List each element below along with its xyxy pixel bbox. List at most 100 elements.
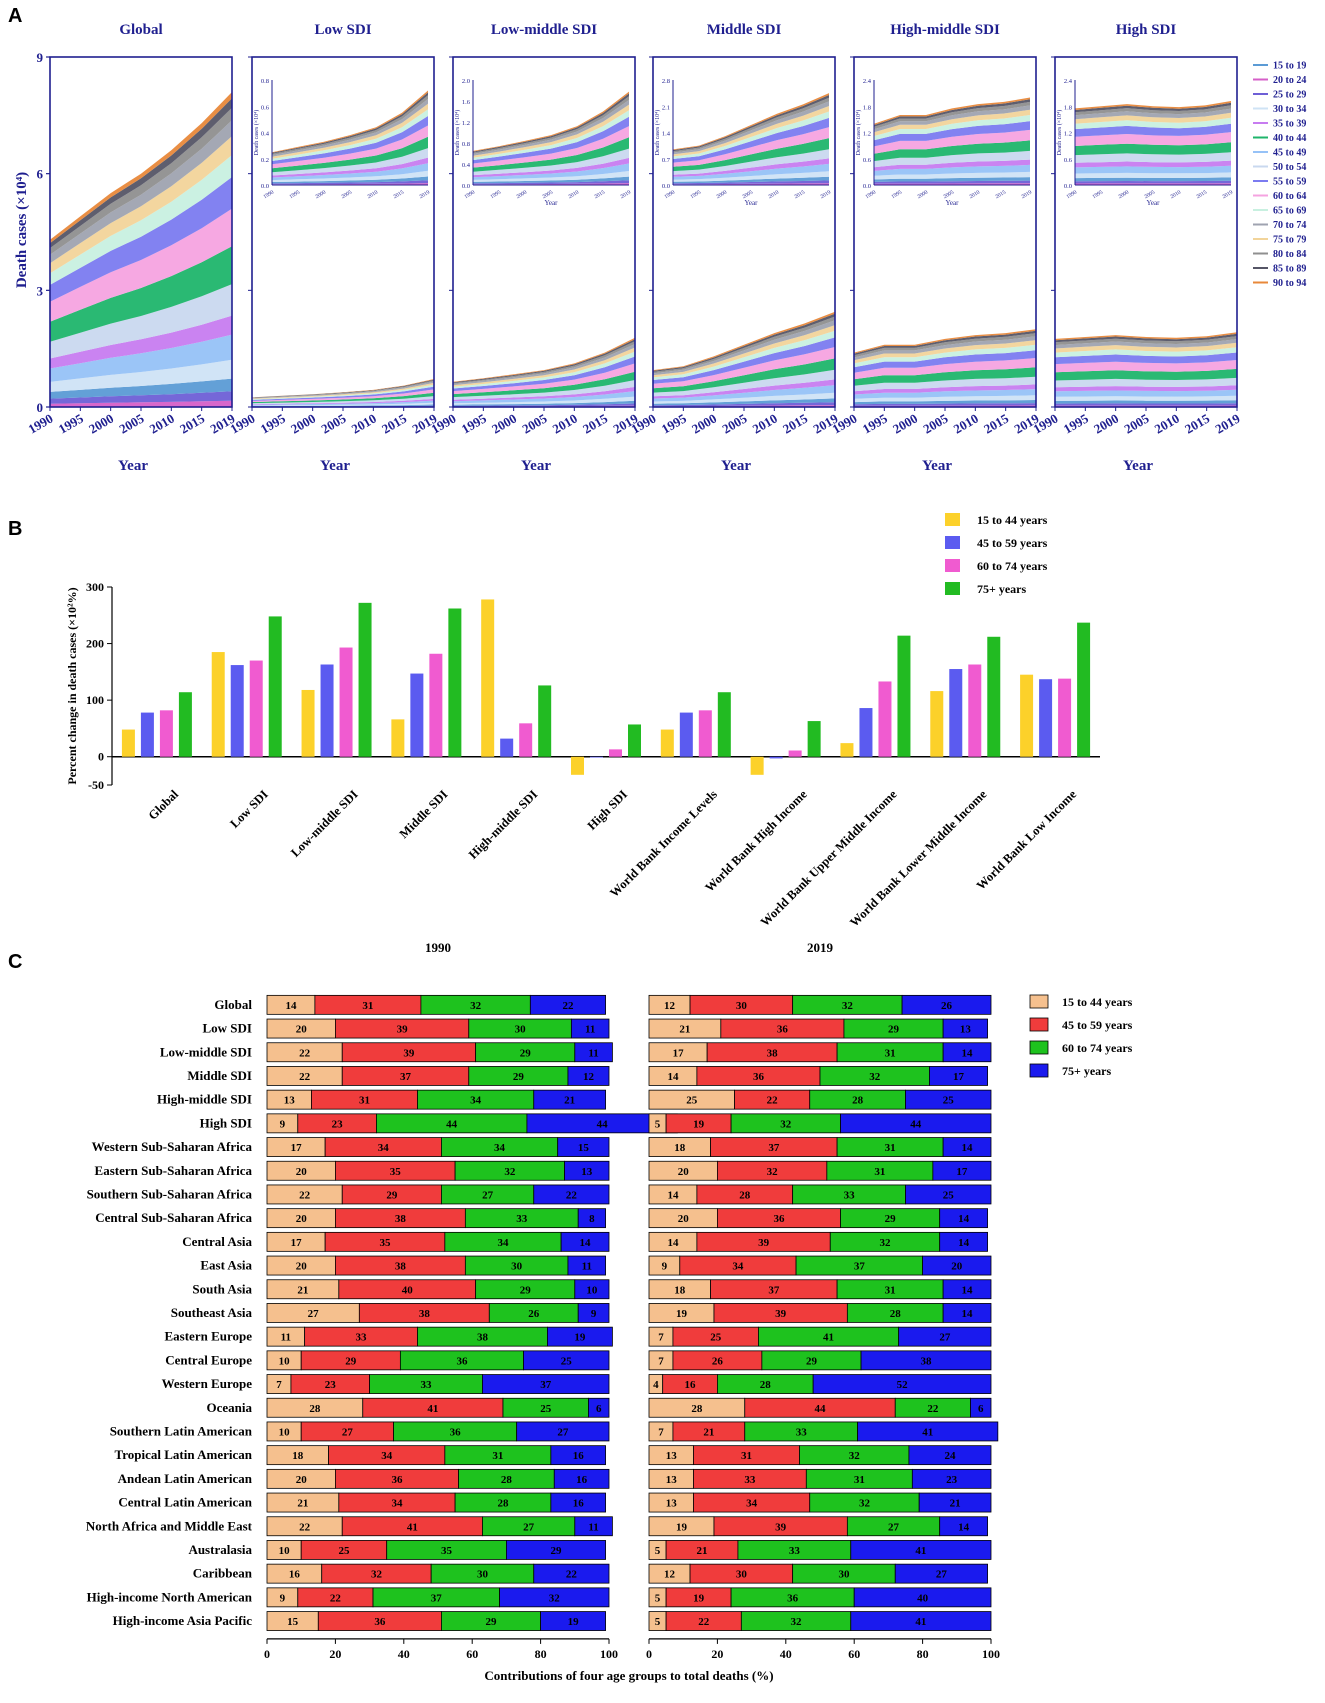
segment-label: 11 (588, 1047, 598, 1059)
segment-17-3 (970, 1397, 992, 1418)
inset-y-tick-label: 1.2 (462, 120, 470, 127)
x-axis-label: Year (521, 458, 551, 474)
segment-label: 20 (296, 1213, 308, 1225)
x-tick-label: 2019 (1212, 410, 1242, 436)
inset-x-tick-label: 1995 (890, 189, 903, 200)
segment-label: 13 (284, 1095, 296, 1107)
subplot-title: High-middle SDI (890, 22, 1000, 38)
legend-swatch (1029, 994, 1049, 1009)
segment-11-3 (567, 1255, 606, 1276)
segment-label: 38 (477, 1332, 489, 1344)
x-axis-label: Year (320, 458, 350, 474)
segment-label: 36 (787, 1592, 799, 1604)
area-layer-65-to-69 (50, 155, 232, 285)
segment-label: 16 (685, 1379, 697, 1391)
area-layer-45-to-49 (653, 385, 835, 402)
segment-label: 19 (574, 1332, 586, 1344)
area-layer-45-to-49 (50, 334, 232, 382)
area-layer-60-to-64 (1055, 360, 1237, 373)
area-layer-20-to-24 (50, 400, 232, 407)
segment-13-3 (577, 1303, 610, 1323)
inset-area-layer (272, 180, 428, 185)
segment-3-3 (929, 1066, 988, 1086)
legend-swatch (1029, 1017, 1049, 1032)
area-layer-45-to-49 (252, 400, 434, 406)
inset-chart: 0.0 0.6 1.2 1.8 2.4 1990 1995 2000 2005 2010 2015 2… (1056, 78, 1234, 207)
segment-label: 7 (658, 1355, 664, 1367)
inset-area-layer (473, 171, 629, 182)
legend-label: 65 to 69 (1273, 206, 1306, 217)
segment-label: 32 (549, 1592, 561, 1604)
subplot-title: Low-middle SDI (491, 22, 597, 38)
area-layer-60-to-64 (50, 208, 232, 322)
segment-label: 31 (885, 1047, 896, 1059)
segment-label: 29 (888, 1024, 900, 1036)
area-layer-35-to-39 (653, 379, 835, 399)
x-tick-label: 2005 (920, 410, 950, 436)
segment-label: 37 (768, 1142, 780, 1154)
bar-1-0 (211, 652, 225, 757)
inset-y-tick-label: 0.8 (462, 141, 470, 148)
area-layer-35-to-39 (854, 384, 1036, 395)
segment-label: 29 (885, 1213, 897, 1225)
y-tick-label: 0 (98, 750, 104, 764)
inset-area-layer (272, 176, 428, 184)
x-tick-label: 2015 (580, 410, 610, 436)
area-layer-55-to-59 (453, 356, 635, 392)
legend-label: 15 to 44 years (977, 513, 1048, 527)
bar-1-1 (230, 665, 244, 757)
panel-letter-b: B (8, 518, 22, 540)
bar-2-0 (301, 689, 315, 757)
segment-label: 23 (946, 1474, 958, 1486)
x-tick-label: 1995 (56, 410, 86, 436)
segment-label: 28 (739, 1189, 751, 1201)
segment-label: 36 (456, 1355, 468, 1367)
segment-label: 18 (292, 1450, 304, 1462)
bar-5-3 (628, 724, 641, 757)
inset-y-tick-label: 0.8 (261, 78, 269, 85)
x-tick-label: 2000 (86, 411, 116, 437)
inset-area-layer (272, 157, 428, 178)
segment-label: 27 (557, 1426, 569, 1438)
segment-19-3 (908, 1445, 992, 1466)
legend-label: 30 to 34 (1273, 104, 1306, 115)
x-tick-label: 20 (329, 1647, 341, 1661)
inset-area-layer (1075, 160, 1231, 168)
legend-label: 80 to 84 (1273, 249, 1306, 260)
inset-x-axis-label: Year (946, 199, 960, 207)
inset-area-layer (874, 121, 1030, 147)
bar-3-2 (429, 653, 443, 757)
inset-y-tick-label: 0.0 (462, 183, 470, 190)
segment-label: 34 (497, 1237, 509, 1249)
bar-10-3 (1077, 622, 1091, 757)
inset-y-axis-label: Death cases (×10⁴) (855, 110, 862, 155)
inset-y-tick-label: 0.6 (1064, 157, 1073, 164)
inset-x-tick-label: 1990 (663, 189, 676, 200)
x-tick-label: 100 (982, 1647, 1000, 1661)
area-layer-85-to-89 (854, 330, 1036, 356)
segment-label: 25 (943, 1189, 955, 1201)
segment-label: 14 (962, 1047, 974, 1059)
segment-label: 14 (962, 1142, 974, 1154)
row-label: Eastern Europe (164, 1329, 252, 1344)
segment-7-3 (564, 1160, 610, 1181)
segment-label: 38 (395, 1213, 407, 1225)
segment-label: 31 (741, 1450, 752, 1462)
x-tick-label: 2005 (318, 410, 348, 436)
x-tick-label: 1995 (1061, 410, 1091, 436)
bar-2-2 (339, 647, 353, 757)
bar-9-2 (968, 664, 982, 757)
segment-8-3 (905, 1184, 992, 1205)
segment-label: 21 (564, 1095, 575, 1107)
segment-label: 20 (296, 1024, 308, 1036)
x-tick-label: 2010 (951, 411, 981, 437)
y-tick-label: 0 (37, 400, 44, 415)
segment-label: 25 (686, 1095, 698, 1107)
x-tick-label: 60 (848, 1647, 860, 1661)
bar-9-3 (987, 636, 1001, 757)
segment-label: 7 (658, 1426, 664, 1438)
segment-label: 41 (915, 1545, 926, 1557)
inset-y-tick-label: 0.0 (261, 183, 269, 190)
